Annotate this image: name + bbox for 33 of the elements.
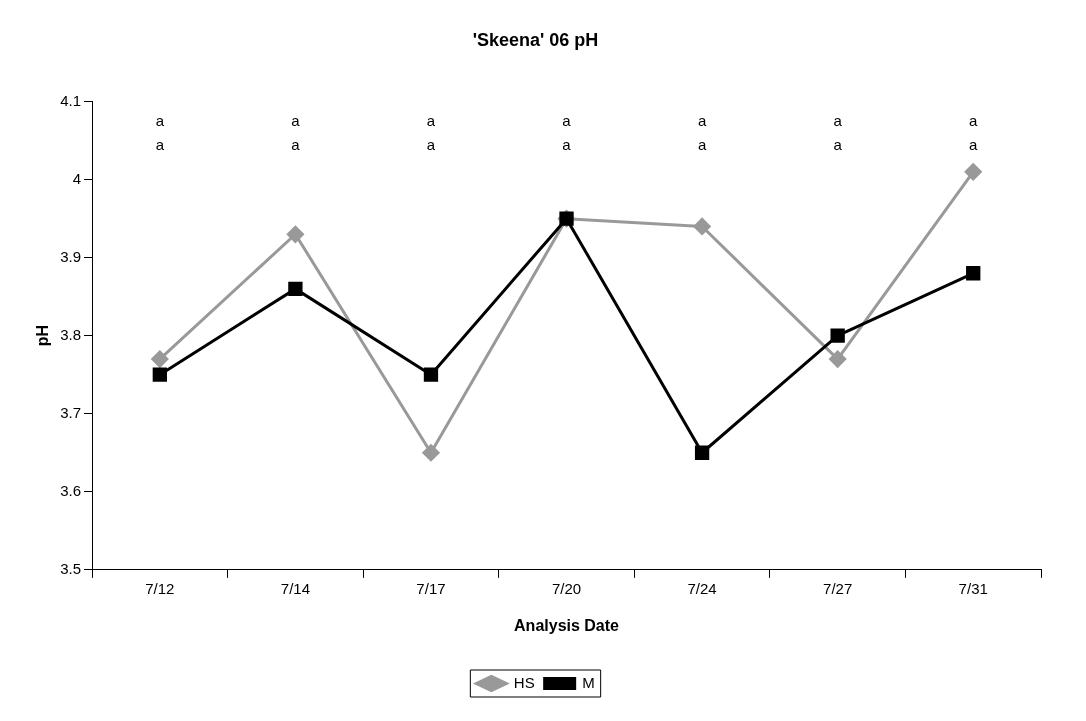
y-tick-label: 3.7: [60, 403, 82, 421]
y-tick-label: 3.6: [60, 481, 82, 499]
y-tick-label: 4: [72, 169, 82, 187]
annotation: a: [833, 111, 843, 129]
annotation: a: [291, 111, 301, 129]
x-tick-label: 7/31: [958, 579, 988, 597]
x-tick-label: 7/27: [823, 579, 853, 597]
annotation: a: [697, 111, 707, 129]
y-tick-label: 4.1: [60, 91, 82, 109]
annotation: a: [291, 135, 301, 153]
chart-title: 'Skeena' 06 pH: [472, 29, 599, 50]
annotation: a: [155, 135, 165, 153]
y-axis-title: pH: [34, 325, 52, 347]
annotation: a: [833, 135, 843, 153]
annotation: a: [697, 135, 707, 153]
legend-label: HS: [513, 673, 535, 691]
annotation: a: [426, 111, 436, 129]
x-tick-label: 7/14: [280, 579, 310, 597]
y-tick-label: 3.5: [60, 559, 82, 577]
annotation: a: [562, 135, 572, 153]
x-tick-label: 7/17: [416, 579, 446, 597]
y-tick-label: 3.9: [60, 247, 82, 265]
x-tick-label: 7/24: [687, 579, 717, 597]
annotation: a: [155, 111, 165, 129]
legend-label: M: [582, 673, 595, 691]
x-tick-label: 7/12: [145, 579, 175, 597]
y-tick-label: 3.8: [60, 325, 82, 343]
annotation: a: [426, 135, 436, 153]
x-axis-title: Analysis Date: [514, 616, 620, 634]
x-tick-label: 7/20: [551, 579, 582, 597]
annotation: a: [562, 111, 572, 129]
annotation: a: [969, 135, 979, 153]
annotation: a: [969, 111, 979, 129]
